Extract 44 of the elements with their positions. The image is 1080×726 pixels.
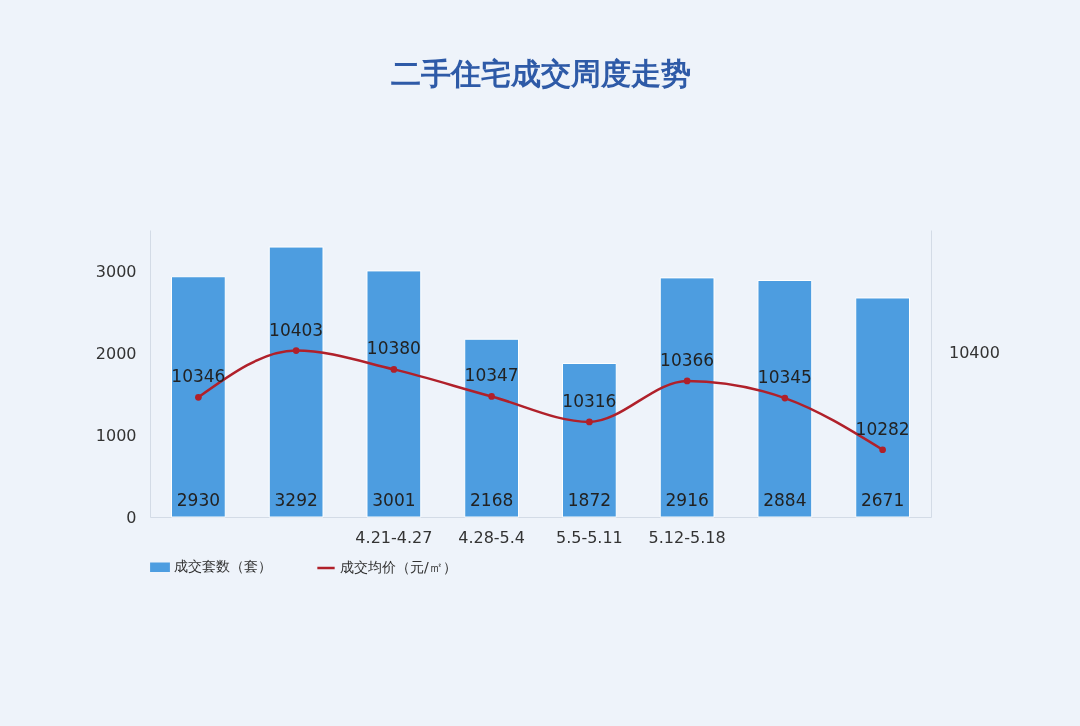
bar [171, 276, 226, 518]
y-tick-label: 0 [126, 507, 137, 527]
x-tick-label: 5.12-5.18 [648, 527, 726, 547]
data-label: 10347 [464, 365, 519, 386]
point [390, 366, 398, 373]
bar [757, 280, 813, 518]
bar [366, 270, 422, 518]
x-tick-label: 4.21-4.27 [355, 527, 433, 547]
data-label: 2884 [763, 490, 807, 510]
legend-label: 成交套数（套） [174, 558, 272, 575]
chart-title: 二手住宅成交周度走势 [390, 56, 691, 91]
bar [464, 338, 520, 518]
text: 10400 [949, 343, 1000, 363]
data-label: 10346 [171, 366, 226, 387]
bar [268, 246, 324, 518]
y-tick-label: 3000 [95, 261, 137, 281]
point [781, 394, 789, 402]
point [195, 393, 202, 401]
data-label: 10345 [757, 367, 812, 388]
data-label: 10380 [366, 338, 421, 359]
data-label: 2671 [860, 490, 905, 510]
x-tick-label: 4.28-5.4 [458, 527, 526, 547]
data-label: 3001 [372, 490, 416, 510]
bar [659, 277, 715, 518]
point [292, 347, 300, 354]
point [488, 393, 495, 400]
data-label: 3292 [274, 490, 318, 510]
data-label: 2930 [176, 490, 221, 510]
point [683, 377, 691, 385]
legend-label: 成交均价（元/㎡） [340, 559, 457, 575]
y-tick-label: 1000 [95, 425, 137, 445]
data-label: 10366 [660, 349, 715, 370]
point [879, 446, 886, 454]
data-label: 10316 [562, 390, 617, 411]
x-tick-label: 5.5-5.11 [555, 527, 623, 547]
bar [855, 297, 910, 518]
data-label: 1872 [567, 490, 612, 510]
data-label: 10403 [269, 319, 324, 340]
y-tick-label: 2000 [95, 343, 137, 363]
point [586, 418, 593, 426]
bar [561, 363, 617, 518]
data-label: 10282 [855, 418, 910, 439]
data-label: 2168 [469, 490, 514, 510]
data-label: 2916 [665, 490, 709, 510]
